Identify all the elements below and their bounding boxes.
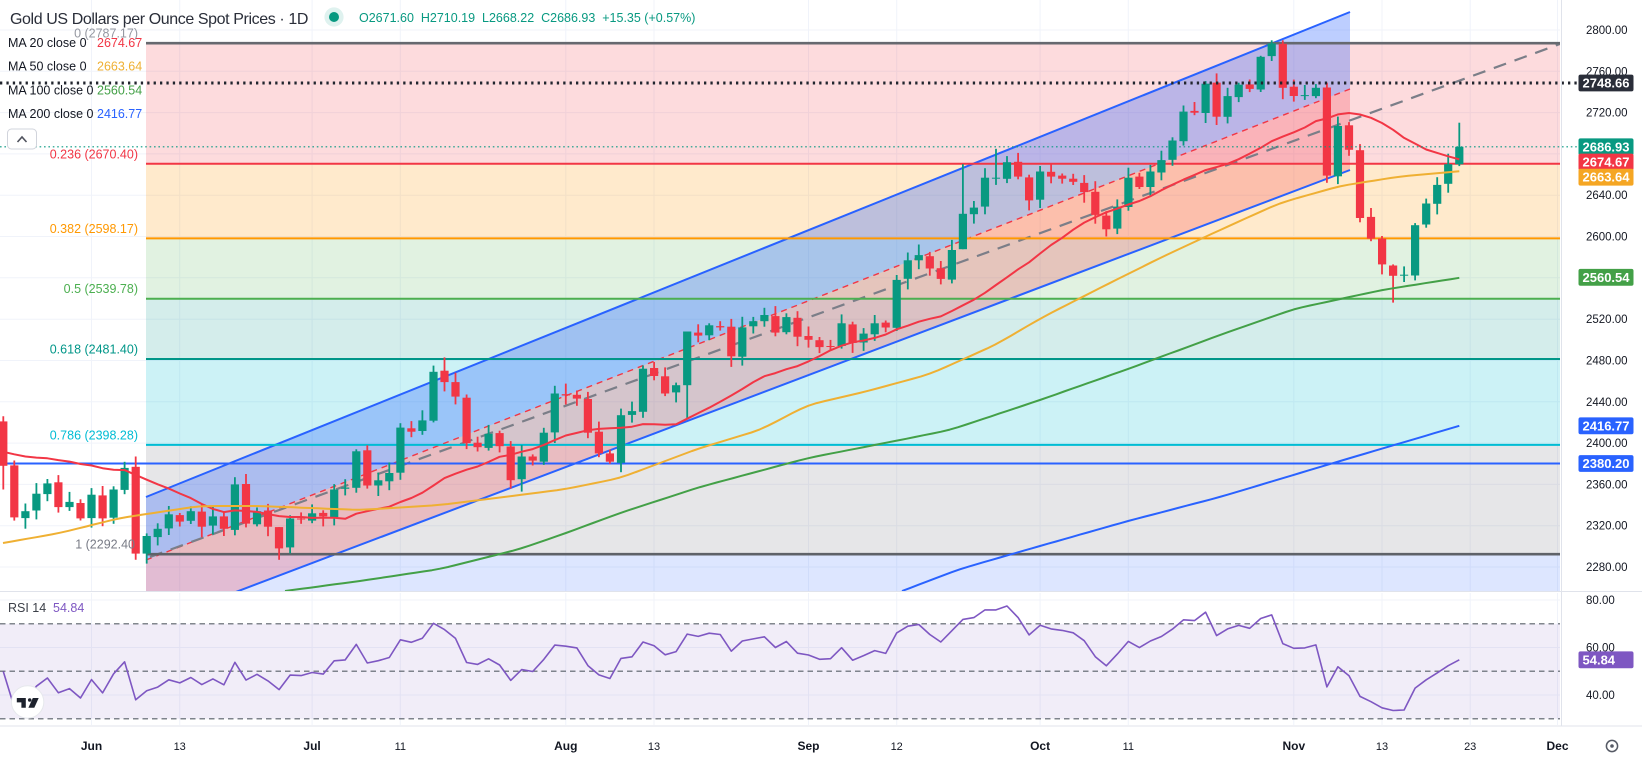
svg-text:Nov: Nov [1282, 739, 1305, 753]
svg-text:2320.00: 2320.00 [1586, 521, 1628, 533]
svg-text:2640.00: 2640.00 [1586, 190, 1628, 202]
svg-text:Oct: Oct [1030, 739, 1050, 753]
svg-text:2280.00: 2280.00 [1586, 562, 1628, 574]
svg-text:Jun: Jun [81, 739, 102, 753]
svg-text:2800.00: 2800.00 [1586, 25, 1628, 37]
svg-text:RSI 14: RSI 14 [8, 601, 46, 615]
svg-text:2663.64: 2663.64 [97, 60, 142, 74]
svg-text:Dec: Dec [1546, 739, 1568, 753]
svg-text:2674.67: 2674.67 [97, 36, 142, 50]
svg-text:2360.00: 2360.00 [1586, 479, 1628, 491]
svg-text:2686.93: 2686.93 [1583, 139, 1630, 154]
svg-text:54.84: 54.84 [53, 601, 84, 615]
svg-text:0.786 (2398.28): 0.786 (2398.28) [50, 428, 138, 442]
svg-text:2720.00: 2720.00 [1586, 108, 1628, 120]
svg-text:11: 11 [1123, 741, 1134, 753]
svg-text:2416.77: 2416.77 [97, 107, 142, 121]
svg-text:11: 11 [395, 741, 406, 753]
svg-text:0 (2787.17): 0 (2787.17) [74, 27, 138, 41]
svg-text:2600.00: 2600.00 [1586, 232, 1628, 244]
svg-text:0.382 (2598.17): 0.382 (2598.17) [50, 222, 138, 236]
svg-text:2560.54: 2560.54 [1583, 270, 1631, 285]
svg-text:2480.00: 2480.00 [1586, 356, 1628, 368]
svg-text:Aug: Aug [554, 739, 577, 753]
svg-text:MA 200 close 0: MA 200 close 0 [8, 107, 94, 121]
svg-text:2440.00: 2440.00 [1586, 397, 1628, 409]
svg-text:13: 13 [1376, 741, 1388, 753]
svg-text:0.618 (2481.40): 0.618 (2481.40) [50, 343, 138, 357]
svg-text:2416.77: 2416.77 [1583, 418, 1630, 433]
svg-text:2400.00: 2400.00 [1586, 438, 1628, 450]
svg-text:23: 23 [1464, 741, 1476, 753]
svg-text:Jul: Jul [303, 739, 320, 753]
svg-text:13: 13 [174, 741, 186, 753]
svg-text:2560.54: 2560.54 [97, 84, 142, 98]
svg-text:MA 100 close 0: MA 100 close 0 [8, 84, 94, 98]
svg-text:0.5 (2539.78): 0.5 (2539.78) [64, 282, 138, 296]
svg-text:Sep: Sep [797, 739, 819, 753]
svg-text:2663.64: 2663.64 [1583, 170, 1631, 185]
svg-text:2380.20: 2380.20 [1583, 456, 1630, 471]
svg-text:40.00: 40.00 [1586, 690, 1615, 702]
svg-text:80.00: 80.00 [1586, 595, 1615, 607]
svg-text:Gold US Dollars per Ounce Spot: Gold US Dollars per Ounce Spot Prices · … [10, 11, 308, 28]
svg-text:2520.00: 2520.00 [1586, 314, 1628, 326]
svg-text:O2671.60 H2710.19 L2668.22: O2671.60 H2710.19 L2668.22 C2686.93 +15.… [359, 11, 695, 25]
svg-text:MA 50 close 0: MA 50 close 0 [8, 60, 87, 74]
svg-text:1 (2292.40: 1 (2292.40 [75, 538, 135, 552]
svg-text:2674.67: 2674.67 [1583, 155, 1630, 170]
svg-text:54.84: 54.84 [1583, 652, 1616, 667]
svg-text:12: 12 [891, 741, 903, 753]
svg-text:13: 13 [648, 741, 660, 753]
svg-text:MA 20 close 0: MA 20 close 0 [8, 36, 87, 50]
svg-text:0.236 (2670.40): 0.236 (2670.40) [50, 147, 138, 161]
svg-text:2748.66: 2748.66 [1583, 76, 1630, 91]
